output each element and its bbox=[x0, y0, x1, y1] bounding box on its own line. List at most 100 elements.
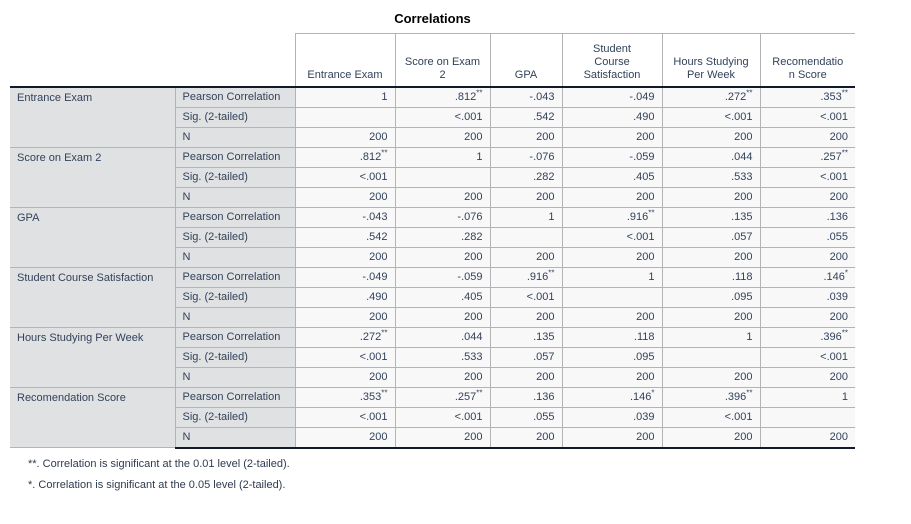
n-cell: 200 bbox=[759, 126, 855, 148]
n-cell: 200 bbox=[394, 366, 491, 388]
sig-cell: .039 bbox=[561, 406, 663, 428]
n-cell: 200 bbox=[489, 126, 563, 148]
stat-label: Pearson Correlation bbox=[174, 206, 296, 228]
correlation-cell: .135 bbox=[489, 326, 563, 348]
sig-cell bbox=[661, 346, 761, 368]
correlation-cell: .396** bbox=[661, 386, 761, 408]
table-row: Recomendation Score Pearson Correlation … bbox=[10, 386, 855, 448]
correlation-cell: .135 bbox=[661, 206, 761, 228]
sig-cell: .039 bbox=[759, 286, 855, 308]
correlation-cell: -.043 bbox=[294, 206, 396, 228]
sig-cell: .542 bbox=[489, 106, 563, 128]
stat-label: N bbox=[174, 126, 296, 148]
n-cell: 200 bbox=[661, 186, 761, 208]
sig-cell bbox=[561, 286, 663, 308]
correlation-cell: .916** bbox=[561, 206, 663, 228]
table-title: Correlations bbox=[394, 11, 471, 26]
correlation-cell: 1 bbox=[294, 86, 396, 108]
table-footnotes: **. Correlation is significant at the 0.… bbox=[28, 458, 911, 491]
stat-label: Pearson Correlation bbox=[174, 266, 296, 288]
n-cell: 200 bbox=[394, 246, 491, 268]
n-cell: 200 bbox=[394, 126, 491, 148]
table-row: GPA Pearson Correlation -.043 -.076 1 .9… bbox=[10, 206, 855, 268]
n-cell: 200 bbox=[759, 366, 855, 388]
table-row: N 200 200 200 200 200 200 bbox=[10, 186, 855, 208]
sig-cell: .057 bbox=[661, 226, 761, 248]
correlation-cell: 1 bbox=[561, 266, 663, 288]
correlation-cell: -.043 bbox=[489, 86, 563, 108]
table-row: Sig. (2-tailed) <.001 .533 .057 .095 <.0… bbox=[10, 346, 855, 368]
stat-label: Sig. (2-tailed) bbox=[174, 166, 296, 188]
sig-cell: <.001 bbox=[561, 226, 663, 248]
corner-cell bbox=[10, 33, 296, 88]
sig-cell: .405 bbox=[394, 286, 491, 308]
column-header-gpa: GPA bbox=[489, 33, 563, 88]
footnote-significance-005: *. Correlation is significant at the 0.0… bbox=[28, 478, 286, 491]
stat-label: Sig. (2-tailed) bbox=[174, 106, 296, 128]
correlation-cell: .812** bbox=[394, 86, 491, 108]
sig-cell: .057 bbox=[489, 346, 563, 368]
n-cell: 200 bbox=[661, 246, 761, 268]
n-cell: 200 bbox=[561, 126, 663, 148]
sig-cell: .533 bbox=[661, 166, 761, 188]
sig-cell: .055 bbox=[489, 406, 563, 428]
table-row: N 200 200 200 200 200 200 bbox=[10, 366, 855, 388]
sig-cell bbox=[294, 106, 396, 128]
correlation-cell: .812** bbox=[294, 146, 396, 168]
correlation-cell: -.059 bbox=[561, 146, 663, 168]
n-cell: 200 bbox=[489, 186, 563, 208]
stat-label: Sig. (2-tailed) bbox=[174, 406, 296, 428]
correlation-cell: .272** bbox=[294, 326, 396, 348]
correlation-cell: 1 bbox=[489, 206, 563, 228]
correlation-cell: .118 bbox=[561, 326, 663, 348]
n-cell: 200 bbox=[394, 306, 491, 328]
row-variable-label: Score on Exam 2 bbox=[10, 146, 176, 208]
table-row: N 200 200 200 200 200 200 bbox=[10, 426, 855, 449]
sig-cell bbox=[394, 166, 491, 188]
table-row: Score on Exam 2 Pearson Correlation .812… bbox=[10, 146, 855, 208]
table-row: Hours Studying Per Week Pearson Correlat… bbox=[10, 326, 855, 388]
column-header-entrance-exam: Entrance Exam bbox=[294, 33, 396, 88]
table-row: Sig. (2-tailed) .542 .282 <.001 .057 .05… bbox=[10, 226, 855, 248]
sig-cell: .490 bbox=[561, 106, 663, 128]
n-cell: 200 bbox=[759, 186, 855, 208]
sig-cell: <.001 bbox=[759, 346, 855, 368]
sig-cell: .542 bbox=[294, 226, 396, 248]
n-cell: 200 bbox=[561, 306, 663, 328]
correlation-cell: .257** bbox=[759, 146, 855, 168]
stat-label: N bbox=[174, 366, 296, 388]
table-row: Entrance Exam Pearson Correlation 1 .812… bbox=[10, 86, 855, 148]
stat-label: Pearson Correlation bbox=[174, 326, 296, 348]
stat-label: Sig. (2-tailed) bbox=[174, 346, 296, 368]
correlation-cell: .118 bbox=[661, 266, 761, 288]
n-cell: 200 bbox=[759, 306, 855, 328]
row-variable-label: Student Course Satisfaction bbox=[10, 266, 176, 328]
n-cell: 200 bbox=[759, 426, 855, 449]
n-cell: 200 bbox=[394, 186, 491, 208]
correlation-cell: -.076 bbox=[489, 146, 563, 168]
n-cell: 200 bbox=[394, 426, 491, 449]
correlation-cell: .146* bbox=[561, 386, 663, 408]
correlation-cell: -.049 bbox=[561, 86, 663, 108]
sig-cell: .405 bbox=[561, 166, 663, 188]
stat-label: N bbox=[174, 426, 296, 449]
column-header-hours-studying-per-week: Hours Studying Per Week bbox=[661, 33, 761, 88]
sig-cell: .095 bbox=[561, 346, 663, 368]
stat-label: N bbox=[174, 246, 296, 268]
n-cell: 200 bbox=[759, 246, 855, 268]
n-cell: 200 bbox=[489, 366, 563, 388]
sig-cell: .282 bbox=[394, 226, 491, 248]
sig-cell: <.001 bbox=[759, 166, 855, 188]
stat-label: Pearson Correlation bbox=[174, 386, 296, 408]
n-cell: 200 bbox=[294, 186, 396, 208]
n-cell: 200 bbox=[561, 366, 663, 388]
table-row: Sig. (2-tailed) <.001 <.001 .055 .039 <.… bbox=[10, 406, 855, 428]
correlation-cell: -.049 bbox=[294, 266, 396, 288]
row-variable-label: Recomendation Score bbox=[10, 386, 176, 448]
n-cell: 200 bbox=[561, 246, 663, 268]
correlation-cell: .353** bbox=[759, 86, 855, 108]
table-row: Student Course Satisfaction Pearson Corr… bbox=[10, 266, 855, 328]
stat-label: Sig. (2-tailed) bbox=[174, 286, 296, 308]
sig-cell: .490 bbox=[294, 286, 396, 308]
n-cell: 200 bbox=[294, 126, 396, 148]
